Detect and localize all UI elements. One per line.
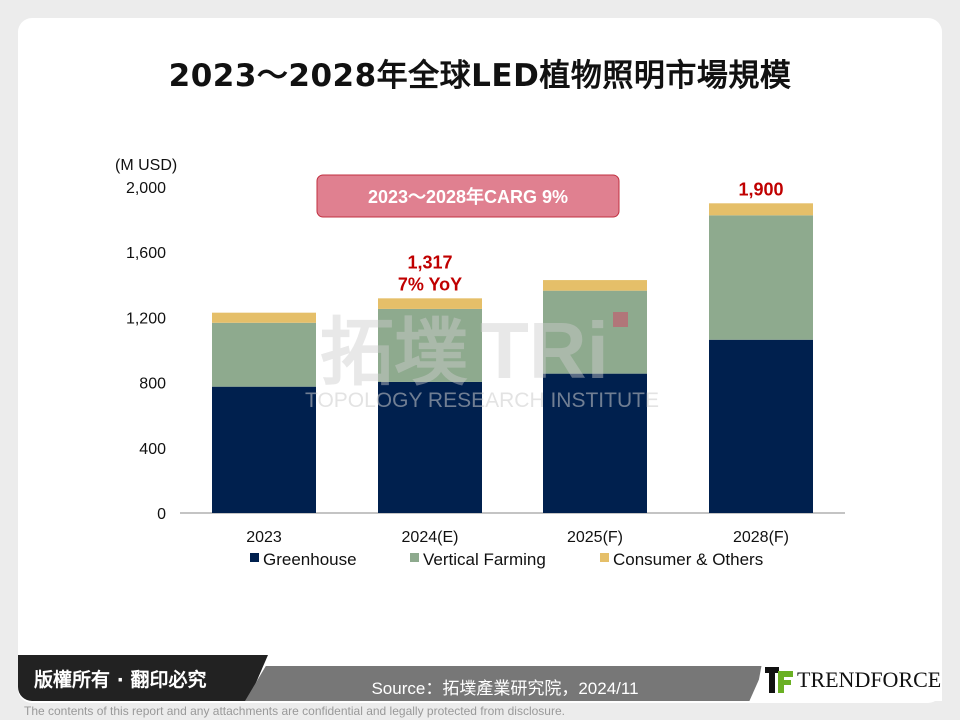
bar-greenhouse-2024e xyxy=(378,381,482,513)
legend-label: Greenhouse xyxy=(263,550,357,569)
chart-title: 2023～2028年全球LED植物照明市場規模 xyxy=(168,58,792,94)
y-tick-label: 800 xyxy=(139,376,166,393)
y-tick-label: 2,000 xyxy=(126,180,166,197)
x-tick-label: 2025(F) xyxy=(567,529,623,546)
x-tick-label: 2023 xyxy=(246,529,282,546)
legend-swatch xyxy=(250,553,259,562)
disclaimer: The contents of this report and any atta… xyxy=(24,704,565,718)
y-tick-label: 0 xyxy=(157,506,166,523)
bar-consumer-others-2028f xyxy=(709,203,813,216)
bar-consumer-others-2024e xyxy=(378,298,482,309)
legend-swatch xyxy=(410,553,419,562)
x-tick-label: 2024(E) xyxy=(402,529,459,546)
legend-label: Vertical Farming xyxy=(423,550,546,569)
y-tick-label: 1,600 xyxy=(126,245,166,262)
y-axis-label: (M USD) xyxy=(115,157,177,174)
source-text: Source：拓墣產業研究院，2024/11 xyxy=(371,679,639,698)
bar-greenhouse-2025f xyxy=(543,373,647,513)
bar-vertical-farming-2023 xyxy=(212,322,316,387)
trendforce-logo: TrendForce xyxy=(765,667,941,693)
copyright-banner: 版權所有 · 翻印必究 xyxy=(18,655,268,701)
watermark-english: TOPOLOGY RESEARCH INSTITUTE xyxy=(305,389,659,412)
brand-panel xyxy=(755,640,942,701)
bar-greenhouse-2028f xyxy=(709,339,813,513)
y-tick-label: 1,200 xyxy=(126,310,166,327)
cagr-box xyxy=(316,174,620,218)
source-banner: Source：拓墣產業研究院，2024/11 xyxy=(245,666,765,701)
bar-greenhouse-2023 xyxy=(212,386,316,513)
data-label: 1,317 xyxy=(407,252,452,272)
data-label: 7% YoY xyxy=(398,274,462,294)
trendforce-wordmark: TrendForce xyxy=(797,667,942,692)
cagr-label: 2023～2028年CARG 9% xyxy=(368,186,568,207)
watermark-logo-dot xyxy=(613,312,628,327)
watermark-chinese: 拓墣 xyxy=(320,310,468,396)
copyright-text: 版權所有 · 翻印必究 xyxy=(34,669,207,691)
y-tick-label: 400 xyxy=(139,441,166,458)
bar-vertical-farming-2028f xyxy=(709,215,813,340)
legend-label: Consumer & Others xyxy=(613,550,763,569)
x-tick-label: 2028(F) xyxy=(733,529,789,546)
bar-vertical-farming-2024e xyxy=(378,308,482,382)
bar-consumer-others-2025f xyxy=(543,280,647,291)
bar-vertical-farming-2025f xyxy=(543,290,647,374)
legend-swatch xyxy=(600,553,609,562)
data-label: 1,900 xyxy=(738,179,783,199)
bar-consumer-others-2023 xyxy=(212,312,316,323)
watermark-logo: TRi xyxy=(480,306,609,395)
trendforce-logo-icon xyxy=(765,667,793,693)
